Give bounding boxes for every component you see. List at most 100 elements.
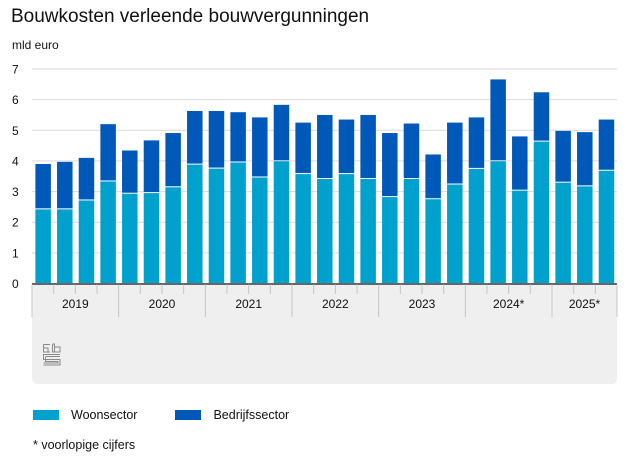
bar-stack [403,123,420,284]
bar-woonsector [187,164,203,284]
bar-stack [208,110,225,284]
bar-stack [512,136,528,284]
y-tick-label: 1 [12,246,19,260]
y-axis-ticks: 0 1 2 3 4 5 6 7 [12,63,19,292]
x-group-label: 2023 [409,297,436,311]
bar-woonsector [382,197,398,284]
bar-stack [57,161,73,284]
bar-stack [100,124,116,284]
bar-stack [187,110,203,284]
bar-stack [78,157,95,284]
bar-bedrijfssector [425,154,441,199]
bar-stack [577,132,593,284]
bar-woonsector [252,177,268,284]
bar-woonsector [165,187,181,284]
bar-woonsector [100,181,116,284]
bar-stack [338,119,355,284]
bar-bedrijfssector [273,104,290,161]
bar-bedrijfssector [338,119,355,174]
bar-bedrijfssector [122,150,138,193]
bar-stack [230,112,246,284]
bar-woonsector [338,174,355,284]
x-group-label: 2022 [322,297,349,311]
x-group-label: 2021 [235,297,262,311]
bar-stack [490,79,506,284]
bar-stack [252,117,268,284]
legend: Woonsector Bedrijfssector [33,408,327,422]
y-axis-unit-label: mld euro [12,38,59,52]
bar-woonsector [533,141,550,284]
y-tick-label: 7 [12,63,19,77]
x-group-label: 2024* [493,297,525,311]
bar-woonsector [447,184,463,284]
bar-woonsector [598,170,615,284]
legend-label: Woonsector [71,408,138,422]
bar-bedrijfssector [512,136,528,190]
bar-woonsector [78,200,95,284]
legend-item-woonsector: Woonsector [33,408,137,422]
x-axis-panel [32,284,617,384]
bar-woonsector [555,182,571,284]
y-tick-label: 0 [12,277,19,291]
bar-bedrijfssector [78,157,95,200]
footnote: * voorlopige cijfers [33,438,136,452]
bar-bedrijfssector [57,161,73,209]
bar-bedrijfssector [252,117,268,177]
bar-woonsector [273,161,290,284]
bar-bedrijfssector [403,123,420,179]
bar-woonsector [577,186,593,284]
chart-title: Bouwkosten verleende bouwvergunningen [11,6,370,27]
bar-stack [165,133,181,284]
bar-bedrijfssector [100,124,116,181]
x-group-label: 2019 [62,297,89,311]
bar-bedrijfssector [555,130,571,182]
bar-stack [273,104,290,284]
bar-woonsector [425,199,441,284]
bar-bedrijfssector [577,132,593,186]
bar-stack [555,130,571,284]
bar-bedrijfssector [208,110,225,168]
bar-woonsector [360,179,376,284]
y-tick-label: 6 [12,93,19,107]
bar-stack [447,122,463,284]
bar-woonsector [208,168,225,284]
bar-bedrijfssector [35,163,51,209]
bar-woonsector [35,209,51,284]
y-tick-label: 4 [12,154,19,168]
bar-woonsector [143,193,160,284]
bar-bedrijfssector [165,133,181,187]
bar-bedrijfssector [447,122,463,184]
bar-woonsector [57,209,73,284]
bar-stack [533,92,550,284]
bar-stack [143,140,160,284]
bar-woonsector [490,161,506,284]
bar-bedrijfssector [382,133,398,197]
bar-bedrijfssector [490,79,506,161]
bars [35,79,615,284]
bar-stack [382,133,398,284]
bar-bedrijfssector [468,117,485,168]
legend-label: Bedrijfssector [213,408,290,422]
bar-stack [360,114,376,284]
bar-stack [598,119,615,284]
bar-bedrijfssector [143,140,160,193]
bar-bedrijfssector [230,112,246,162]
cbs-logo-icon [43,343,61,366]
bar-stack [317,114,333,284]
x-group-label: 2020 [149,297,176,311]
bar-woonsector [295,174,311,284]
bar-stack [425,154,441,284]
bar-stack [122,150,138,284]
bar-woonsector [512,190,528,284]
bar-stack [295,122,311,284]
bar-stack [468,117,485,284]
legend-swatch-bedrijfssector [175,410,202,420]
bar-bedrijfssector [598,119,615,170]
x-axis-groups: 2019 2020 2021 2022 2023 2024* 2025* [31,284,618,317]
bar-bedrijfssector [533,92,550,141]
legend-swatch-woonsector [33,410,59,420]
y-tick-label: 2 [12,216,19,230]
bar-bedrijfssector [295,122,311,174]
y-tick-label: 3 [12,185,19,199]
